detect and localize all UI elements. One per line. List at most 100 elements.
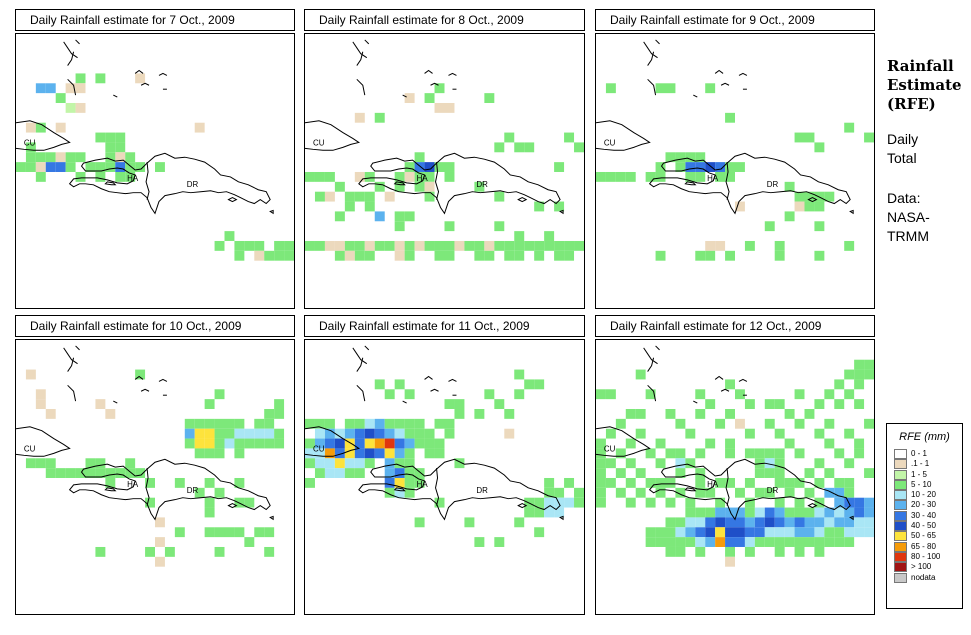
country-label-ha: HA — [127, 480, 139, 489]
rain-cell — [454, 240, 465, 251]
rain-cell — [344, 201, 355, 212]
rain-cell — [214, 418, 225, 429]
rain-cell — [754, 527, 765, 538]
rain-cell — [744, 517, 755, 528]
rain-cell — [35, 83, 46, 94]
rain-cell — [504, 132, 515, 143]
rain-cell — [344, 191, 355, 202]
rain-cell — [244, 240, 255, 251]
rain-cell — [354, 191, 365, 202]
rain-cell — [254, 527, 265, 538]
coastline — [655, 345, 660, 351]
coastline — [113, 400, 118, 404]
coastline — [104, 487, 117, 492]
rain-cell — [764, 527, 775, 538]
rain-cell — [814, 428, 825, 439]
rain-cell — [504, 428, 515, 439]
rain-cell — [155, 517, 165, 528]
rain-cell — [695, 389, 706, 400]
rain-cell — [725, 250, 735, 261]
rain-cell — [25, 458, 36, 469]
product-title-line: Rainfall — [887, 57, 954, 75]
coastline — [849, 209, 854, 215]
rain-cell — [534, 240, 545, 251]
rain-cell — [854, 399, 865, 409]
legend-label: > 100 — [911, 562, 932, 572]
coastline — [67, 384, 77, 402]
rain-cell — [784, 517, 795, 528]
rain-cell — [384, 240, 395, 251]
rain-cell — [774, 399, 785, 409]
rain-cell — [214, 438, 225, 449]
rain-cell — [224, 428, 235, 439]
rain-cell — [204, 477, 215, 488]
product-title: Rainfall Estimate (RFE) — [887, 57, 971, 114]
rain-cell — [854, 379, 865, 390]
rain-cell — [214, 240, 225, 251]
coastline — [424, 69, 433, 74]
rain-cell — [764, 418, 775, 429]
rain-cell — [75, 171, 86, 182]
rain-cell — [394, 458, 405, 469]
rain-cell — [834, 527, 845, 538]
rain-cell — [754, 468, 765, 478]
rain-cell — [625, 497, 636, 508]
rain-cell — [615, 448, 626, 459]
rain-cell — [695, 527, 706, 538]
rain-cell — [344, 240, 355, 251]
coastline — [356, 384, 366, 402]
rain-cell — [314, 468, 325, 478]
rain-cell — [274, 250, 285, 261]
rain-cell — [414, 162, 425, 172]
rain-cell — [864, 527, 874, 538]
rain-cell — [95, 546, 106, 557]
coastline — [693, 400, 698, 404]
rain-cell — [394, 240, 405, 251]
rain-cell — [854, 369, 865, 380]
rain-cell — [725, 379, 735, 390]
rain-cell — [414, 240, 425, 251]
legend-item: 40 - 50 — [887, 521, 962, 532]
rain-cell — [164, 546, 175, 557]
rain-cell — [764, 448, 775, 459]
rain-cell — [725, 438, 735, 449]
rain-cell — [764, 537, 775, 547]
rain-cell — [735, 537, 745, 547]
rain-cell — [705, 83, 716, 94]
rain-cell — [434, 240, 445, 251]
country-label-ha: HA — [417, 480, 429, 489]
legend-label: nodata — [911, 572, 936, 582]
coastline — [356, 357, 364, 372]
period-line: Total — [887, 150, 917, 166]
rain-cell — [665, 527, 676, 538]
rain-cell — [464, 517, 475, 528]
rain-cell — [125, 152, 136, 163]
rain-cell — [264, 428, 275, 439]
rain-cell — [596, 438, 606, 449]
rain-cell — [725, 448, 735, 459]
rain-cell — [434, 448, 445, 459]
rain-cell — [665, 408, 676, 419]
rain-cell — [596, 389, 606, 400]
legend-item: 5 - 10 — [887, 479, 962, 490]
rain-cell — [834, 477, 845, 488]
rain-cell — [314, 428, 325, 439]
rain-cell — [804, 468, 815, 478]
rain-cell — [75, 152, 86, 163]
rain-cell — [424, 191, 435, 202]
rain-cell — [404, 250, 415, 261]
rain-cell — [705, 517, 716, 528]
rain-cell — [695, 546, 706, 557]
panel-title: Daily Rainfall estimate for 9 Oct., 2009 — [595, 9, 875, 31]
rain-cell — [695, 250, 706, 261]
rain-cell — [635, 468, 646, 478]
panel-title: Daily Rainfall estimate for 8 Oct., 2009 — [304, 9, 585, 31]
rain-cell — [364, 438, 375, 449]
rain-cell — [665, 546, 676, 557]
rain-cell — [625, 438, 636, 449]
coastline — [714, 69, 724, 74]
rain-cell — [354, 112, 365, 123]
rain-cell — [444, 250, 455, 261]
coastline — [75, 345, 80, 351]
rain-cell — [534, 507, 545, 518]
